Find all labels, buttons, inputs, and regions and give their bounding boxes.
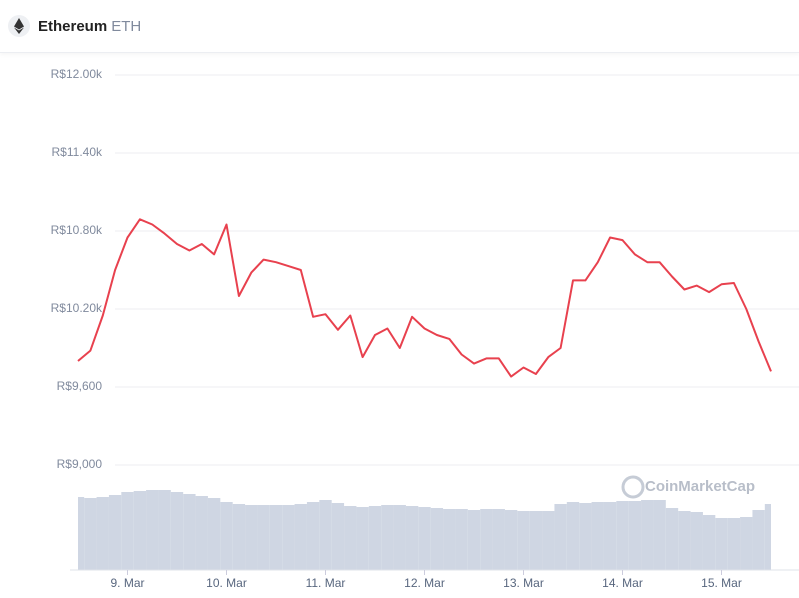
- volume-bar: [467, 510, 481, 570]
- volume-bar: [356, 507, 369, 570]
- x-tick-label: 9. Mar: [110, 576, 144, 590]
- volume-bar: [108, 495, 122, 570]
- volume-bar: [641, 500, 654, 570]
- volume-bar: [78, 497, 85, 570]
- coin-symbol: ETH: [111, 17, 142, 35]
- volume-bar: [269, 505, 283, 570]
- watermark-logo: [621, 475, 645, 499]
- watermark: CoinMarketCap: [645, 478, 755, 495]
- volume-bar: [702, 515, 716, 570]
- x-tick-label: 14. Mar: [602, 576, 643, 590]
- chart: CoinMarketCap R$9,000 R$9,600 R$10.20k R$10…: [51, 67, 799, 590]
- volume-bar: [740, 517, 753, 570]
- x-tick-label: 10. Mar: [206, 576, 247, 590]
- volume-bar: [678, 511, 691, 570]
- volume-bar: [628, 501, 642, 570]
- volume-bar: [121, 492, 134, 570]
- coin-name: Ethereum: [38, 17, 108, 35]
- volume-bar: [84, 498, 97, 570]
- volume-bar: [529, 511, 543, 570]
- volume-bar: [542, 511, 555, 570]
- x-tick-label: 12. Mar: [404, 576, 445, 590]
- volume-bar: [591, 502, 604, 570]
- volume-bar: [603, 502, 617, 570]
- volume-bar: [393, 505, 406, 570]
- volume-bar: [170, 492, 184, 570]
- y-tick-label: R$9,600: [57, 379, 103, 393]
- volume-bar: [579, 503, 592, 570]
- volume-bar: [344, 506, 357, 570]
- volume-bar: [381, 505, 394, 570]
- volume-bar: [715, 518, 728, 570]
- volume-bar: [195, 496, 208, 570]
- x-tick-label: 15. Mar: [701, 576, 742, 590]
- volume-bar: [146, 490, 159, 570]
- volume-bar: [517, 511, 530, 570]
- volume-bar: [504, 510, 518, 570]
- volume-bar: [158, 490, 171, 570]
- volume-bar: [207, 498, 221, 570]
- volume-bar: [405, 506, 419, 570]
- volume-bar: [443, 509, 456, 570]
- volume-bar: [331, 503, 345, 570]
- volume-bar: [616, 501, 629, 570]
- price-line: [77, 218, 772, 378]
- volume-bar: [294, 504, 307, 570]
- volume-bar: [727, 518, 741, 570]
- x-tick-label: 13. Mar: [503, 576, 544, 590]
- volume-bar: [665, 508, 679, 570]
- volume-bar: [319, 500, 332, 570]
- volume-bar: [232, 504, 246, 570]
- volume-bar: [368, 506, 382, 570]
- volume-bar: [220, 502, 233, 570]
- volume-bar: [418, 507, 431, 570]
- volume-bar: [480, 509, 493, 570]
- y-tick-label: R$9,000: [57, 457, 103, 471]
- y-tick-label: R$12.00k: [51, 67, 103, 81]
- volume-bar: [455, 509, 468, 570]
- eth-icon: [8, 15, 30, 37]
- volume-bar: [133, 491, 147, 570]
- x-tick-label: 11. Mar: [306, 576, 346, 590]
- volume-bar: [653, 500, 666, 570]
- header: Ethereum ETH: [0, 0, 799, 53]
- y-tick-label: R$11.40k: [52, 145, 103, 159]
- volume-bar: [306, 502, 320, 570]
- volume-bar: [752, 510, 765, 570]
- volume-bar: [554, 504, 567, 570]
- volume-bar: [282, 505, 295, 570]
- volume-bar: [566, 502, 580, 570]
- volume-bar: [430, 508, 444, 570]
- volume-bar: [183, 494, 196, 570]
- volume-bar: [96, 497, 109, 570]
- volume-bar: [245, 505, 258, 570]
- volume-bar: [764, 504, 771, 570]
- volume-bar: [492, 509, 505, 570]
- y-tick-label: R$10.20k: [51, 301, 103, 315]
- volume-bar: [257, 505, 270, 570]
- volume-bar: [690, 512, 703, 570]
- y-tick-label: R$10.80k: [51, 223, 103, 237]
